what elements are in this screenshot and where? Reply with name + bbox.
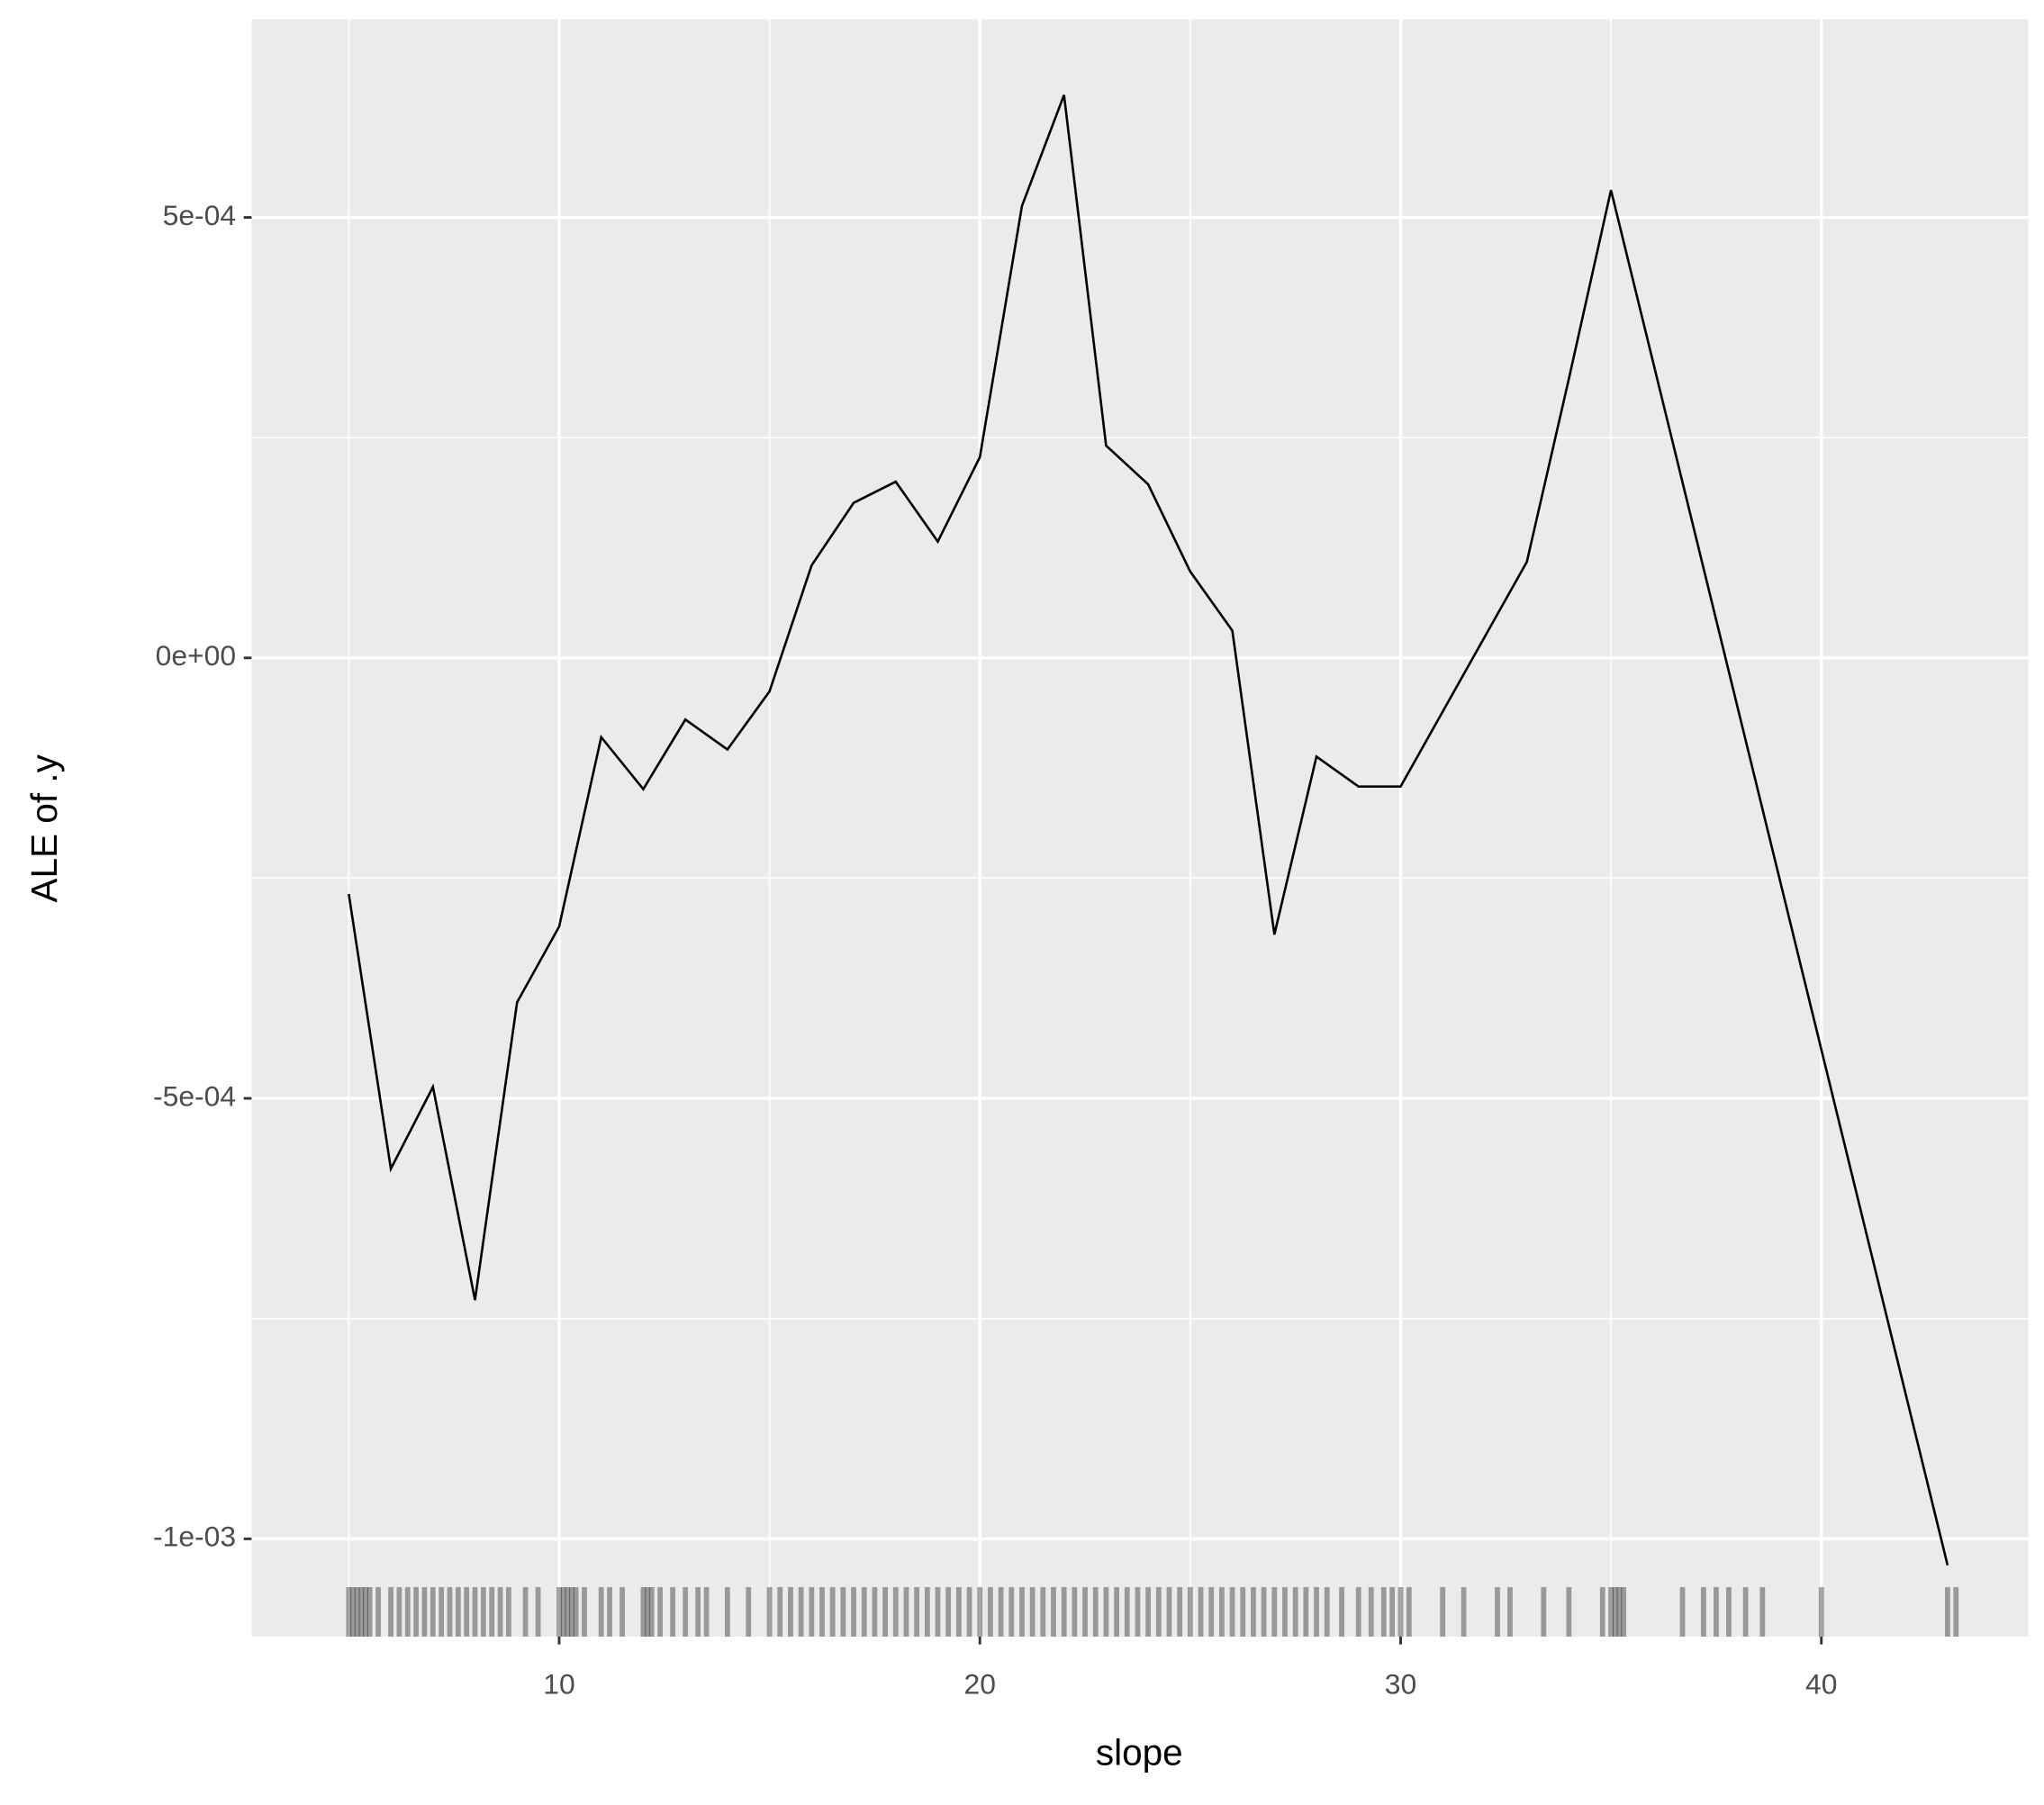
y-tick-label: -1e-03 xyxy=(153,1521,236,1553)
x-tick-label: 10 xyxy=(543,1667,574,1700)
panel xyxy=(251,19,2029,1637)
x-axis-title: slope xyxy=(1096,1731,1183,1773)
y-tick-label: -5e-04 xyxy=(153,1079,236,1112)
y-tick-label: 5e-04 xyxy=(163,199,236,231)
y-tick-label: 0e+00 xyxy=(156,639,236,672)
x-tick-label: 40 xyxy=(1805,1667,1837,1700)
x-tick-label: 30 xyxy=(1385,1667,1416,1700)
x-tick-label: 20 xyxy=(964,1667,996,1700)
ale-line xyxy=(348,95,1949,1566)
y-axis-title: ALE of .y xyxy=(23,754,65,902)
